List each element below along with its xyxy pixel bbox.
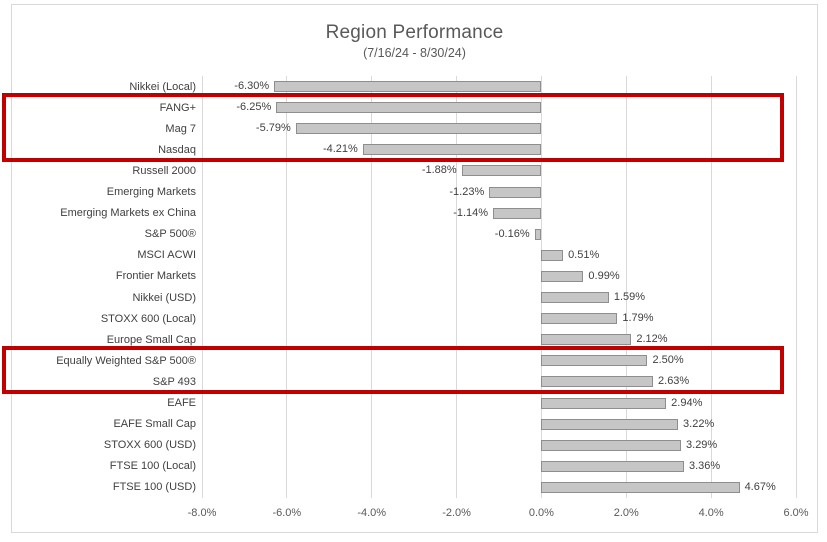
bar [489,186,542,198]
category-label: FTSE 100 (Local) [109,460,196,473]
category-label: Nikkei (Local) [129,80,196,93]
bar [541,292,609,304]
x-axis-tick-label: 4.0% [698,507,724,519]
value-label: 3.36% [688,459,721,472]
category-label: EAFE Small Cap [113,418,196,431]
category-label: Emerging Markets ex China [60,207,196,220]
value-label: 1.59% [613,291,646,304]
gridline [540,76,542,498]
value-label: 0.99% [588,269,620,282]
value-label: 4.67% [744,480,776,493]
category-label: S&P 500® [144,228,196,241]
category-label: Russell 2000 [132,164,196,177]
value-label: -5.79% [255,122,291,135]
bar [276,102,542,114]
x-axis-tick-label: -4.0% [357,507,387,519]
x-axis-tick-label: -8.0% [187,507,217,519]
value-label: 3.29% [686,438,718,451]
gridline [456,76,458,498]
category-label: Europe Small Cap [106,333,196,346]
category-label: Equally Weighted S&P 500® [56,354,196,367]
highlight-box [2,93,784,163]
value-label: -4.21% [322,143,358,156]
value-label: -1.14% [453,206,489,219]
value-label: 1.79% [622,312,654,325]
category-label: FTSE 100 (USD) [112,481,196,494]
category-label: Nikkei (USD) [132,291,196,304]
chart-subtitle: (7/16/24 - 8/30/24) [363,46,466,60]
category-label: Frontier Markets [115,270,196,283]
bar [541,249,564,261]
value-label: 2.12% [636,333,668,346]
bar [541,481,740,493]
category-label: MSCI ACWI [137,249,196,262]
category-label: Nasdaq [158,143,196,156]
gridline [286,76,288,498]
gridline [625,76,627,498]
bar [541,270,584,282]
value-label: 0.51% [568,248,600,261]
category-label: Emerging Markets [106,186,196,199]
bar [461,165,542,177]
x-axis-tick-label: 2.0% [613,507,639,519]
gridline [371,76,373,498]
bar [534,228,542,240]
category-label: STOXX 600 (USD) [103,439,196,452]
bar [541,355,648,367]
value-label: -1.88% [421,164,457,177]
value-label: -1.23% [449,185,485,198]
bar [541,376,653,388]
bar [541,418,679,430]
value-label: 2.50% [652,354,684,367]
bar [295,123,542,135]
highlight-box [2,346,784,395]
value-label: 2.63% [658,375,690,388]
gridline [710,76,712,498]
bar [541,460,684,472]
bar [541,334,632,346]
bar [541,439,681,451]
value-label: 2.94% [671,396,703,409]
bar [541,397,667,409]
value-label: 3.22% [683,417,715,430]
gridline [795,76,797,498]
gridline [201,76,203,498]
category-label: EAFE [167,397,196,410]
x-axis-tick-label: 0.0% [528,507,554,519]
category-label: STOXX 600 (Local) [100,312,196,325]
value-label: -6.25% [236,101,272,114]
bar [541,313,618,325]
x-axis-tick-label: -6.0% [272,507,302,519]
category-label: FANG+ [159,101,196,114]
category-label: Mag 7 [165,122,196,135]
x-axis-tick-label: 6.0% [783,507,809,519]
bar [362,144,542,156]
bar [493,207,542,219]
value-label: -0.16% [494,227,530,240]
value-label: -6.30% [234,80,270,93]
x-axis-tick-label: -2.0% [442,507,471,519]
bar [274,81,542,93]
chart-border [11,4,818,533]
category-label: S&P 493 [152,375,196,388]
chart-title: Region Performance [325,22,504,43]
